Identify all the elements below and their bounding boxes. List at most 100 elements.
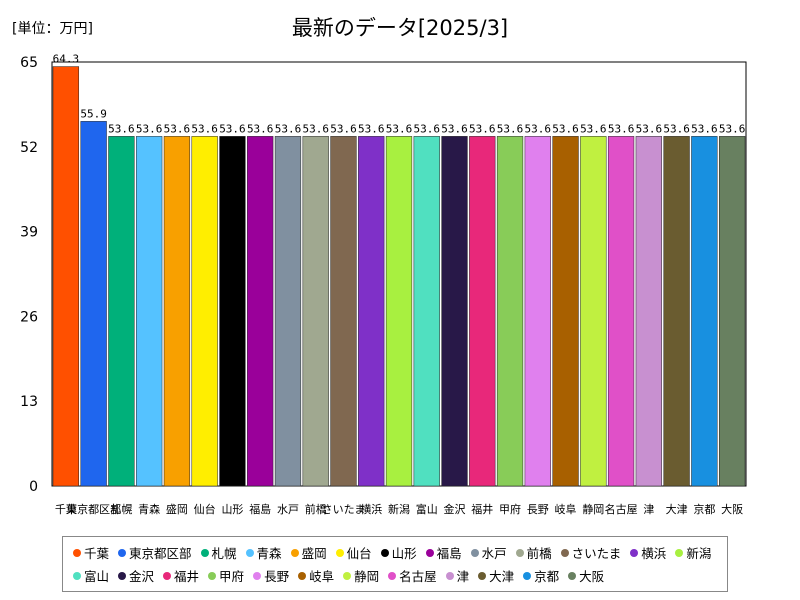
legend-swatch bbox=[253, 571, 262, 580]
legend-label: 前橋 bbox=[526, 546, 552, 561]
bar-札幌 bbox=[108, 136, 135, 487]
legend-swatch bbox=[470, 548, 479, 557]
value-label: 53.6 bbox=[386, 122, 413, 135]
category-label: 京都 bbox=[693, 502, 715, 516]
legend-item: 福井 bbox=[163, 564, 199, 587]
bar-前橋 bbox=[302, 136, 329, 487]
legend-item: 水戸 bbox=[470, 541, 507, 564]
bar-京都 bbox=[691, 136, 718, 487]
legend-swatch bbox=[515, 548, 524, 557]
legend-swatch bbox=[568, 571, 577, 580]
legend-swatch bbox=[163, 571, 172, 580]
legend-item: さいたま bbox=[560, 541, 621, 564]
value-label: 53.6 bbox=[469, 122, 496, 135]
value-label: 53.6 bbox=[330, 122, 357, 135]
legend-label: 京都 bbox=[534, 569, 560, 584]
category-label: 千葉 bbox=[55, 502, 77, 516]
legend-label: 山形 bbox=[391, 546, 417, 561]
legend-swatch bbox=[73, 571, 81, 580]
y-tick-label: 52 bbox=[20, 140, 38, 156]
legend-label: 金沢 bbox=[129, 569, 155, 584]
legend-label: 東京都区部 bbox=[129, 546, 192, 561]
bar-山形 bbox=[219, 136, 246, 487]
value-label: 55.9 bbox=[80, 107, 107, 120]
legend-swatch bbox=[478, 571, 487, 580]
legend-swatch bbox=[298, 571, 307, 580]
bar-東京都区部 bbox=[80, 121, 107, 487]
legend-item: 長野 bbox=[253, 564, 289, 587]
category-label: 横浜 bbox=[360, 502, 382, 516]
legend-swatch bbox=[200, 548, 209, 557]
bar-青森 bbox=[136, 136, 163, 487]
value-label: 64.3 bbox=[53, 53, 80, 66]
legend-label: 水戸 bbox=[481, 546, 507, 561]
legend-item: 甲府 bbox=[208, 564, 244, 587]
category-label: 名古屋 bbox=[605, 502, 638, 516]
legend-label: 岐阜 bbox=[309, 569, 335, 584]
legend-swatch bbox=[290, 548, 299, 557]
bar-甲府 bbox=[496, 136, 524, 487]
legend-label: 富山 bbox=[84, 569, 110, 584]
value-label: 53.6 bbox=[358, 122, 385, 135]
legend-swatch bbox=[73, 548, 81, 557]
value-label: 53.6 bbox=[663, 122, 690, 135]
category-label: 東京都区部 bbox=[66, 502, 121, 516]
category-label: さいたま bbox=[322, 503, 366, 516]
legend-item: 札幌 bbox=[200, 541, 237, 564]
value-label: 53.6 bbox=[164, 122, 191, 135]
legend-item: 大津 bbox=[478, 564, 514, 587]
category-label: 金沢 bbox=[444, 502, 466, 516]
category-label: 水戸 bbox=[277, 503, 299, 516]
legend-label: 名古屋 bbox=[399, 569, 437, 584]
bar-大津 bbox=[663, 136, 690, 487]
bar-静岡 bbox=[580, 136, 607, 487]
y-tick-label: 39 bbox=[20, 225, 38, 241]
legend-label: 札幌 bbox=[211, 546, 237, 561]
legend-swatch bbox=[425, 548, 434, 557]
category-label: 津 bbox=[643, 503, 654, 516]
legend-item: 静岡 bbox=[343, 564, 379, 587]
legend-item: 山形 bbox=[380, 541, 417, 564]
legend: 千葉 東京都区部 札幌 青森 盛岡 仙台 山形 福島 水戸 前橋 さいたま 横浜 新潟 富山 金沢 福井 甲府 長… bbox=[62, 536, 728, 592]
bar-水戸 bbox=[274, 136, 302, 487]
legend-item: 新潟 bbox=[675, 541, 711, 564]
value-label: 53.6 bbox=[275, 122, 302, 135]
y-tick-label: 0 bbox=[29, 479, 38, 495]
category-label: 富山 bbox=[416, 502, 438, 516]
legend-swatch bbox=[245, 548, 254, 557]
value-label: 53.6 bbox=[191, 122, 218, 135]
legend-swatch bbox=[388, 571, 397, 580]
value-label: 53.6 bbox=[302, 122, 329, 135]
legend-swatch bbox=[343, 571, 352, 580]
value-label: 53.6 bbox=[219, 122, 246, 135]
bar-chart: 0 13 26 39 52 65 64.3 千葉 55.9 東京都区部 53.6 札幌 53.6 青森 5… bbox=[20, 53, 747, 516]
legend-swatch bbox=[118, 548, 127, 557]
bar-福島 bbox=[247, 136, 274, 487]
y-tick-label: 65 bbox=[20, 55, 38, 71]
legend-swatch bbox=[335, 548, 344, 557]
value-label: 53.6 bbox=[414, 122, 441, 135]
category-label: 岐阜 bbox=[555, 503, 577, 516]
category-label: 青森 bbox=[138, 502, 160, 516]
bar-長野 bbox=[524, 136, 551, 487]
legend-label: 甲府 bbox=[219, 569, 245, 584]
bar-新潟 bbox=[385, 136, 413, 487]
legend-item: 京都 bbox=[523, 564, 559, 587]
legend-swatch bbox=[208, 571, 217, 580]
value-label: 53.6 bbox=[691, 122, 718, 135]
legend-swatch bbox=[523, 571, 532, 580]
legend-label: 大津 bbox=[489, 569, 515, 584]
category-label: 大津 bbox=[666, 502, 688, 516]
category-label: 福島 bbox=[249, 502, 271, 516]
value-label: 53.6 bbox=[441, 122, 468, 135]
legend-item: 名古屋 bbox=[388, 564, 437, 587]
legend-item: 津 bbox=[445, 564, 470, 587]
value-label: 53.6 bbox=[108, 122, 135, 135]
value-label: 53.6 bbox=[136, 122, 163, 135]
legend-item: 盛岡 bbox=[290, 541, 327, 564]
category-label: 山形 bbox=[221, 503, 243, 516]
category-label: 前橋 bbox=[305, 502, 327, 516]
legend-label: 津 bbox=[456, 569, 470, 584]
category-label: 甲府 bbox=[499, 502, 521, 516]
legend-item: 横浜 bbox=[630, 541, 666, 564]
